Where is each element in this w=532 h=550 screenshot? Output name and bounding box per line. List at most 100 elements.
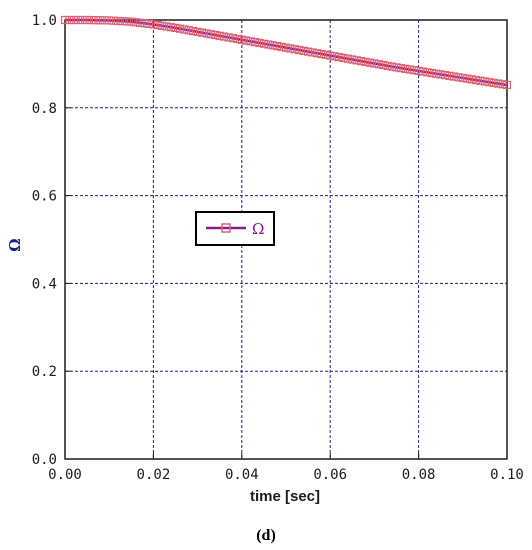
plot-frame [64, 19, 508, 460]
y-tick-label: 0.0 [32, 452, 57, 468]
data-point-marker [321, 50, 330, 59]
data-point-marker [273, 41, 282, 51]
data-point-marker [357, 56, 366, 66]
data-point-marker [405, 65, 414, 74]
data-point-marker [317, 49, 326, 59]
data-point-marker [383, 61, 392, 70]
data-point-marker [330, 52, 339, 61]
data-point-marker [348, 55, 357, 64]
x-tick-label: 0.08 [402, 467, 436, 483]
data-point-marker [184, 26, 193, 35]
data-point-marker [427, 68, 436, 78]
data-point-marker [202, 29, 211, 38]
data-point-marker [197, 28, 207, 37]
data-point-marker [436, 70, 445, 79]
legend-label: Ω [252, 220, 264, 238]
data-point-marker [113, 16, 123, 26]
data-point-marker [281, 43, 291, 52]
data-point-marker [171, 23, 180, 33]
data-point-marker [118, 17, 127, 26]
data-point-marker [193, 27, 202, 36]
data-point-marker [392, 63, 401, 72]
data-point-marker [87, 15, 96, 25]
data-point-marker [449, 72, 459, 81]
data-point-marker [211, 30, 220, 40]
y-axis-label: Ω [6, 238, 24, 251]
data-point-marker [140, 19, 149, 28]
data-point-marker [414, 66, 423, 76]
data-point-marker [153, 20, 162, 30]
data-point-marker [489, 78, 498, 87]
data-point-marker [458, 73, 467, 83]
data-point-marker [69, 15, 78, 25]
legend: Ω [195, 211, 275, 246]
grid-lines [65, 20, 507, 459]
data-point-marker [476, 76, 485, 85]
data-point-marker [410, 66, 419, 75]
data-point-marker [65, 15, 74, 25]
data-point-marker [127, 17, 136, 26]
data-point-marker [250, 38, 260, 47]
data-point-marker [290, 45, 299, 54]
y-tick-label: 0.4 [32, 276, 57, 292]
data-point-marker [215, 31, 224, 40]
data-point-marker [136, 18, 145, 27]
data-point-marker [131, 18, 140, 27]
x-tick-label: 0.02 [137, 467, 171, 483]
data-point-marker [387, 62, 397, 71]
data-point-marker [304, 47, 313, 56]
data-point-marker [467, 75, 476, 84]
series-line [65, 18, 508, 87]
data-point-marker [149, 20, 158, 29]
data-point-marker [401, 64, 410, 73]
data-point-marker [224, 33, 233, 42]
x-tick-label: 0.10 [490, 467, 524, 483]
data-point-marker [299, 46, 308, 55]
data-point-marker [295, 45, 304, 55]
x-tick-labels: 0.00 0.02 0.04 0.06 0.08 0.10 [48, 467, 524, 483]
x-tick-label: 0.04 [225, 467, 259, 483]
y-tick-labels: 0.0 0.2 0.4 0.6 0.8 1.0 [32, 13, 57, 468]
data-point-marker [180, 25, 189, 34]
data-point-marker [286, 44, 295, 53]
data-point-marker [485, 78, 494, 87]
data-point-marker [365, 58, 375, 67]
data-point-marker [122, 17, 131, 26]
x-tick-label: 0.00 [48, 467, 82, 483]
data-point-marker [228, 34, 238, 43]
data-point-marker [502, 80, 512, 90]
data-point-marker [162, 22, 171, 31]
data-point-marker [277, 42, 286, 51]
data-point-marker [334, 53, 344, 62]
data-point-marker [361, 57, 370, 66]
legend-marker [221, 223, 231, 233]
data-point-marker [379, 60, 388, 70]
data-point-marker [109, 16, 118, 25]
y-tick-label: 1.0 [32, 13, 57, 29]
data-point-marker [432, 69, 441, 78]
data-point-marker [268, 41, 277, 50]
data-point-marker [246, 37, 255, 46]
data-point-marker [255, 38, 264, 48]
data-point-marker [494, 79, 503, 88]
data-point-marker [454, 73, 463, 82]
data-point-marker [352, 56, 361, 65]
data-point-marker [326, 51, 335, 60]
data-point-marker [189, 26, 198, 36]
data-point-marker [418, 67, 428, 76]
data-point-marker [264, 40, 273, 49]
y-tick-label: 0.2 [32, 364, 57, 380]
data-point-marker [441, 71, 450, 80]
x-tick-label: 0.06 [313, 467, 347, 483]
data-point-marker [60, 15, 70, 25]
data-point-marker [91, 16, 101, 25]
data-point-marker [471, 75, 481, 85]
data-point-marker [374, 60, 383, 69]
y-tick-label: 0.6 [32, 189, 57, 205]
data-point-marker [175, 24, 185, 33]
data-point-marker [144, 19, 154, 28]
data-point-marker [343, 54, 352, 63]
data-point-marker [308, 48, 317, 57]
data-point-marker [74, 15, 83, 25]
